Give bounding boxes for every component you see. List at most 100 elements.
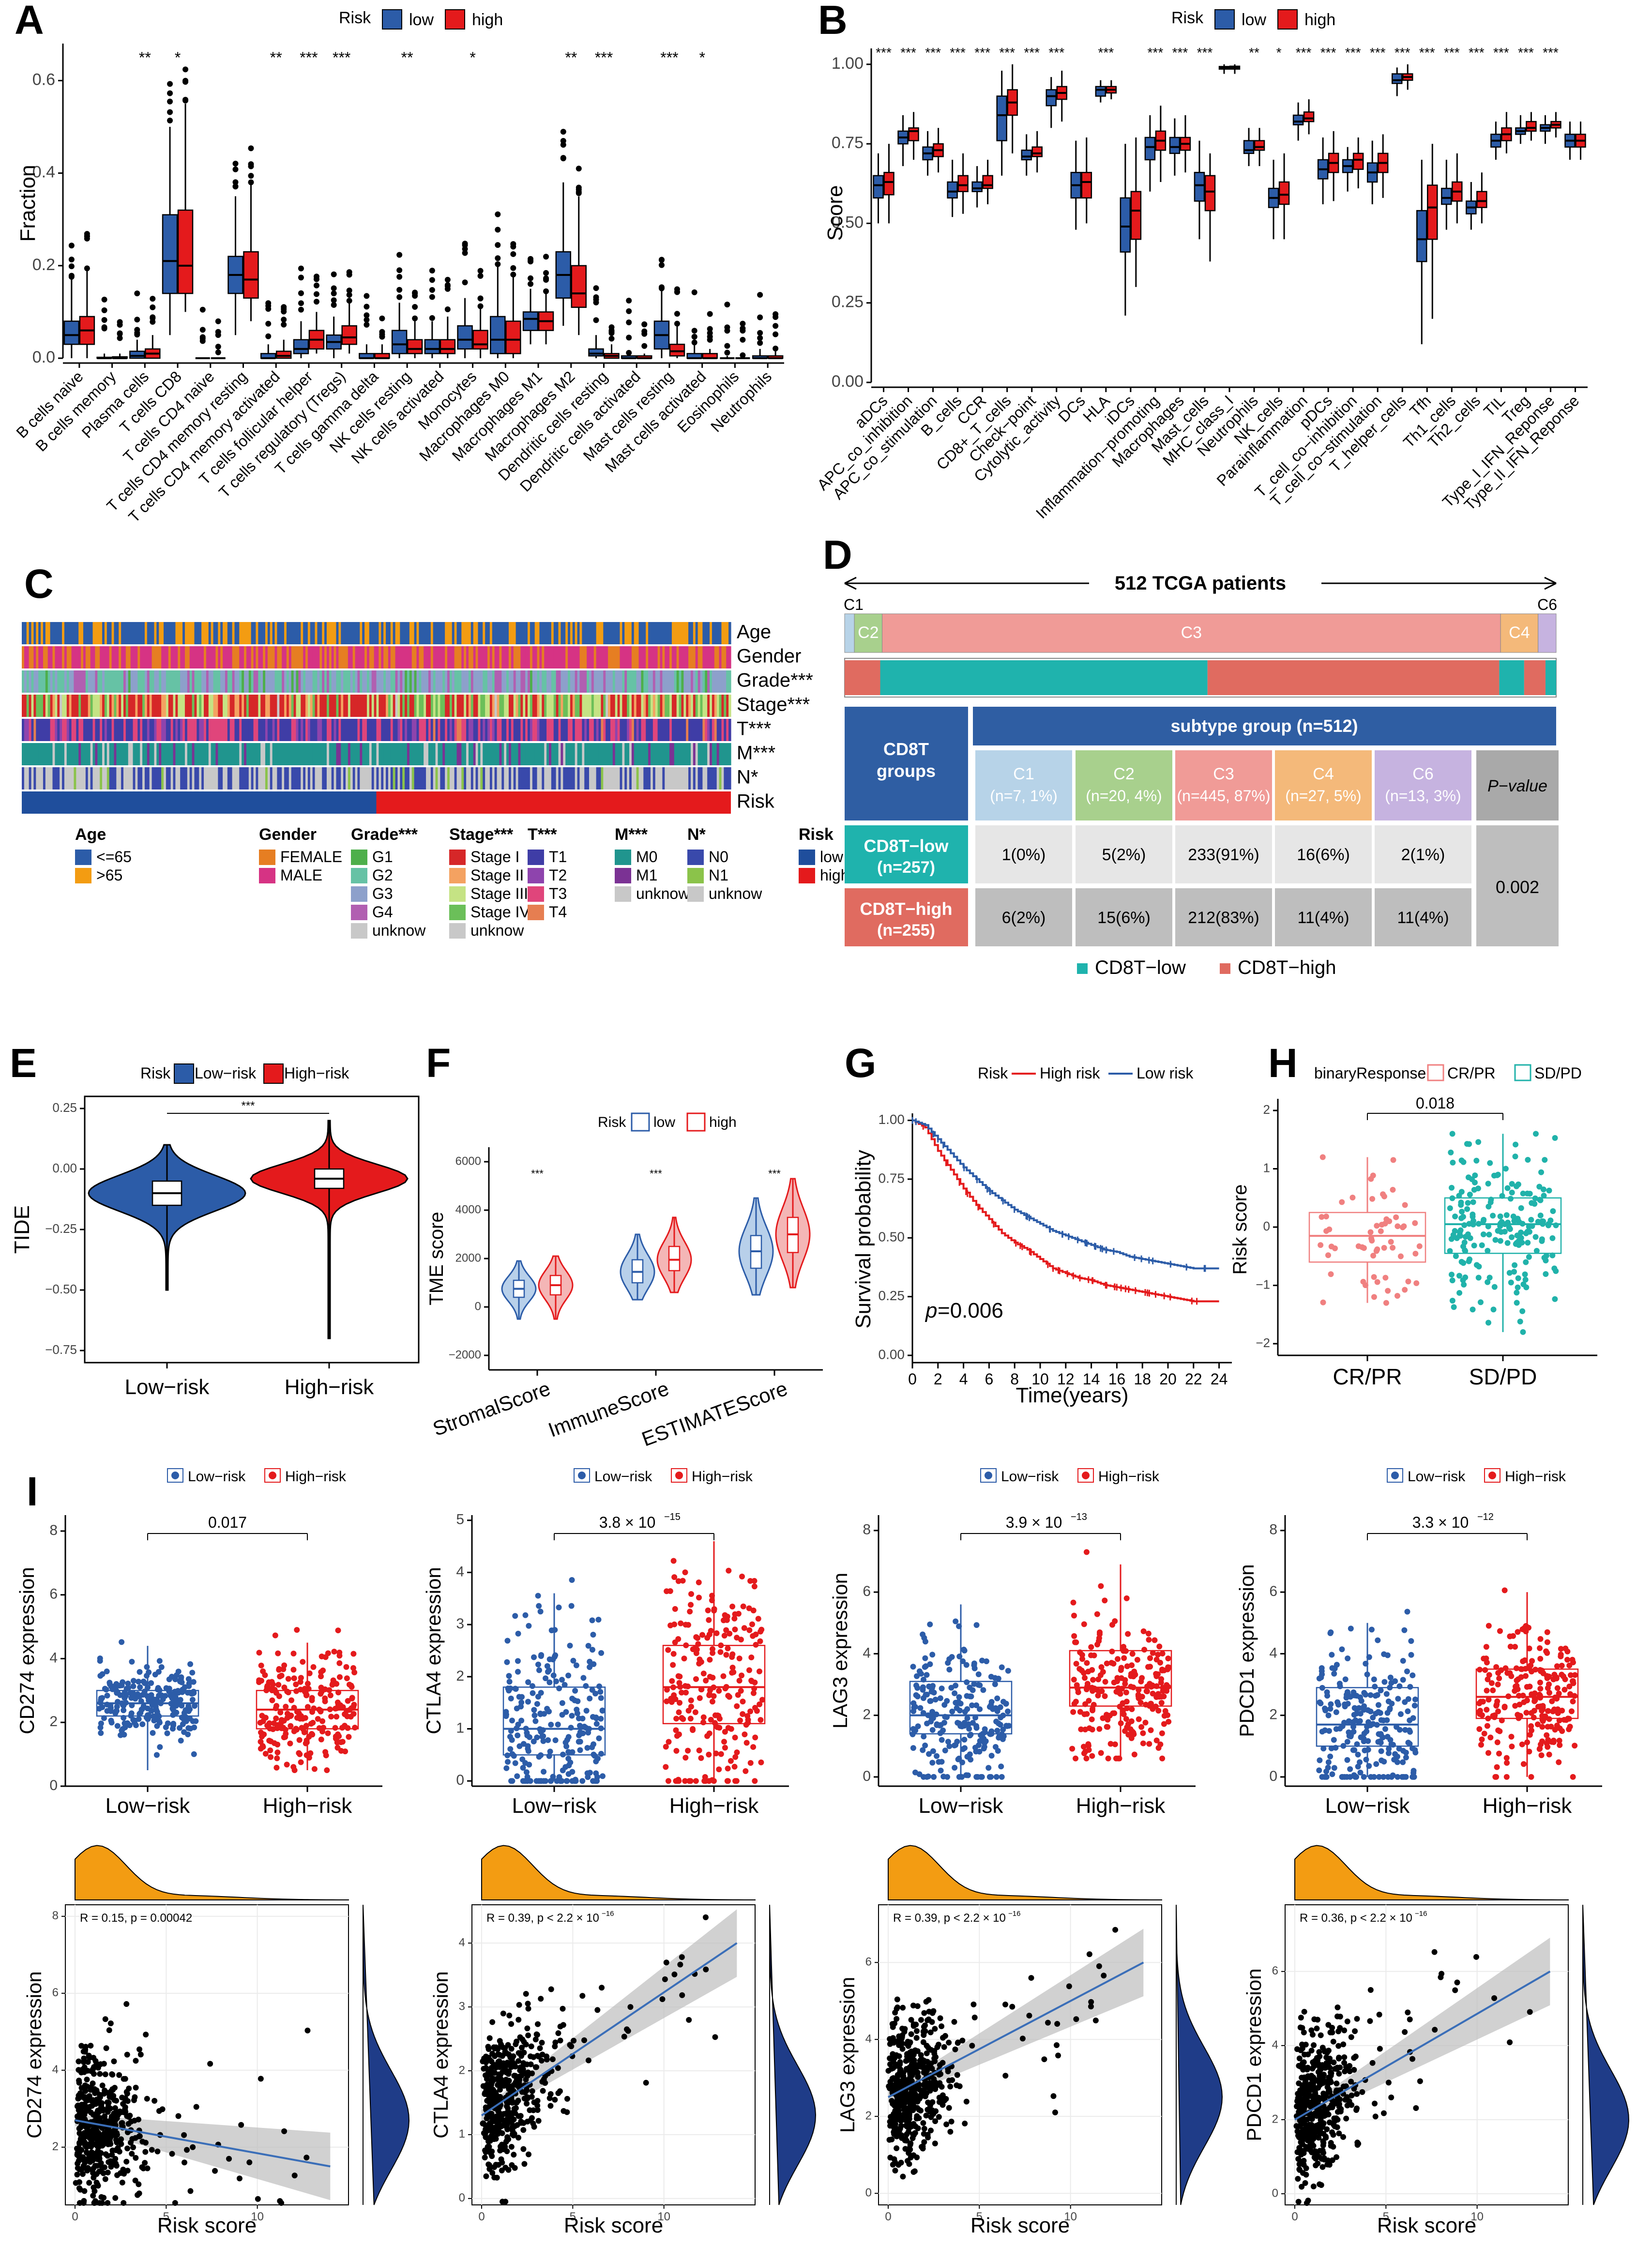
panel-c-cell [263,646,266,668]
panel-c-cell [366,670,370,693]
panel-i-point [320,1725,327,1731]
panel-c-cell [301,670,303,693]
panel-i-point [144,1693,151,1699]
panel-c-legend-key [528,850,544,865]
panel-c-cell [530,622,533,644]
panel-a-outlier [674,320,680,327]
panel-c-cell [546,670,549,693]
panel-c-legend-key [449,923,466,939]
panel-c-cell [638,719,642,741]
panel-i-point [150,1730,156,1736]
panel-i-point [300,1659,306,1665]
panel-c-cell [438,670,440,693]
panel-h-point-0 [1390,1157,1396,1163]
panel-c-cell [686,743,689,765]
panel-c-cell [166,670,169,693]
panel-c-cell [33,646,36,668]
panel-a-outlier [495,261,501,267]
panel-i-point [524,1778,530,1784]
panel-c-legend-key [528,868,544,883]
panel-c-cell [695,695,698,717]
panel-b-box-high-22-box [1427,184,1438,240]
panel-c-cell [442,767,445,789]
panel-c-cell [634,719,637,741]
panel-c-cell [528,719,530,741]
panel-c-cell [41,622,44,644]
panel-h-point-0 [1382,1275,1389,1281]
panel-c-cell [424,670,426,693]
panel-c-cell [622,670,625,693]
panel-i-point [281,1684,288,1690]
panel-c-cell [192,670,195,693]
panel-h-point-1 [1522,1271,1528,1277]
panel-i-point [191,1724,197,1731]
panel-a-box-low-12 [457,298,473,358]
panel-i-point [158,1692,165,1699]
panel-c-cell [407,743,410,765]
panel-b-sig-label: * [1276,45,1282,60]
panel-b-letter: B [818,0,848,43]
panel-c-cell [267,719,271,741]
panel-c-cell [60,622,62,644]
panel-c-cell [140,670,143,693]
panel-c-cell [589,767,592,789]
panel-c-cell [348,767,351,789]
panel-c-cell [724,622,727,644]
panel-c-cell [159,646,162,668]
panel-c-cell [265,695,268,717]
panel-i-point [757,1638,763,1644]
panel-h-point-1 [1539,1236,1545,1243]
panel-c-cell [584,719,587,741]
panel-c-cell [683,719,686,741]
panel-c-cell [707,622,710,644]
panel-c-cell [430,622,434,644]
panel-a-box-low-12-box [457,325,473,350]
panel-c-cell [248,743,252,765]
panel-i-legend-low-label: Low−risk [1001,1469,1059,1485]
panel-c-cell [681,743,684,765]
panel-h-point-1 [1458,1199,1464,1206]
panel-c-cell [400,622,403,644]
panel-h-point-0 [1370,1172,1376,1179]
panel-c-cell [263,670,266,693]
panel-b-ylabel: Score [823,185,847,241]
panel-h-point-0 [1402,1287,1408,1293]
panel-c-cell [671,670,675,693]
panel-g-x-tick-label: 0 [908,1370,917,1388]
panel-i-point [910,1726,916,1732]
panel-c-cell [288,743,292,765]
panel-c-cell [74,767,76,789]
panel-c-risk-high-segment [376,791,731,814]
panel-i-point [1094,1611,1100,1617]
panel-b-box-low-2 [922,131,933,176]
panel-c-cell [468,646,471,668]
panel-h-point-1 [1475,1139,1482,1145]
panel-c-cell [62,646,65,668]
panel-c-cell [473,622,476,644]
panel-c-cell [631,670,635,693]
panel-c-cell [55,622,58,644]
panel-c-cell [121,719,124,741]
panel-c-cell [537,646,540,668]
panel-c-cell [688,743,691,765]
panel-i-point [704,1733,711,1739]
panel-c-cell [55,695,58,717]
panel-d-subtype-n: (n=7, 1%) [990,787,1058,805]
panel-c-cell [57,719,60,741]
panel-c-cell [485,719,488,741]
panel-c-track-3 [22,695,731,717]
panel-c-cell [267,695,271,717]
panel-a-legend-title: Risk [339,9,371,27]
panel-i-point [681,1655,687,1662]
panel-c-cell [726,622,729,644]
panel-c-legend-key [687,868,704,883]
panel-c-cell [705,767,708,789]
panel-i-point [750,1607,757,1613]
panel-c-cell [251,622,254,644]
panel-h-point-1 [1549,1235,1556,1241]
panel-i-point [682,1622,689,1628]
panel-i-point [679,1689,685,1696]
panel-c-cell [468,743,471,765]
panel-c-cell [175,743,178,765]
panel-i-point [665,1647,671,1653]
